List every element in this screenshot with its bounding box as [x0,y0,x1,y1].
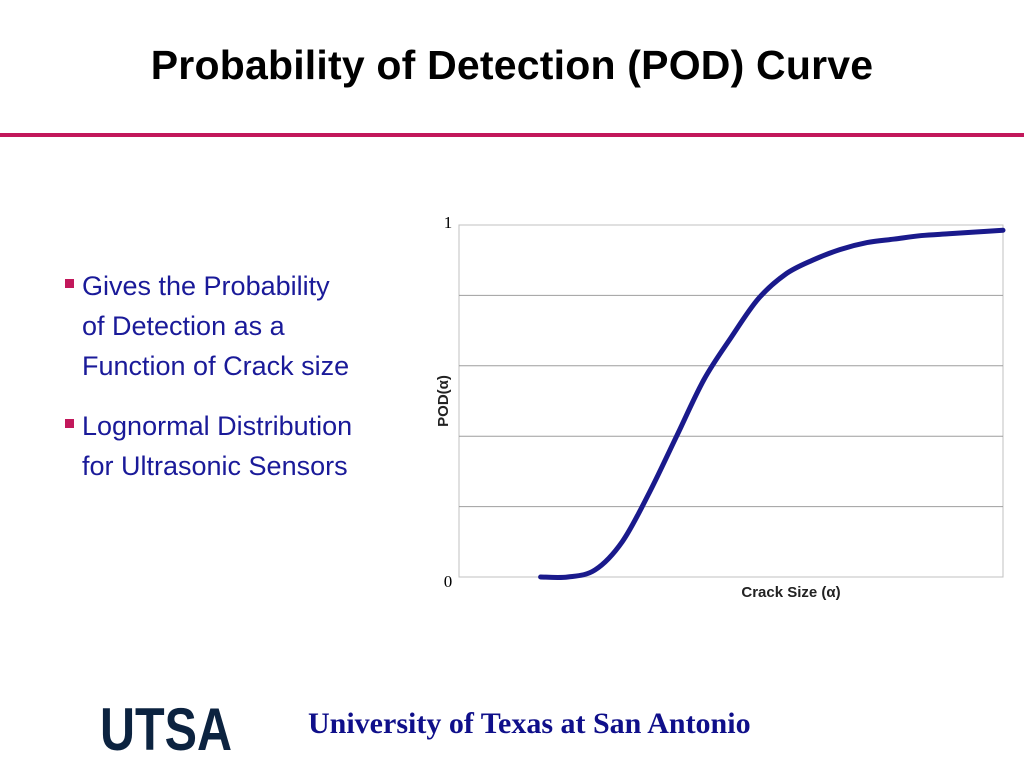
plot-area [458,224,1004,578]
bullet-line: Function of Crack size [82,351,350,381]
utsa-logo-text: UTSA [100,698,232,756]
bullet-line: of Detection as a [82,311,285,341]
utsa-logo: UTSA [100,698,232,756]
bullet-line: Lognormal Distribution [82,411,353,441]
slide-title: Probability of Detection (POD) Curve [150,42,874,88]
square-bullet-icon [65,279,74,288]
institution-name: University of Texas at San Antonio [308,707,751,740]
series-line-pod [538,227,1006,581]
y-tick-label: 0 [444,572,453,591]
title-divider [0,133,1024,137]
bullet-item: Lognormal Distribution for Ultrasonic Se… [62,406,432,486]
bullet-list: Gives the Probability of Detection as a … [62,266,432,506]
pod-chart: 0 1 Crack Size (α) POD(α) [435,213,1006,601]
x-axis-label: Crack Size (α) [741,584,840,601]
square-bullet-icon [65,419,74,428]
y-axis-label: POD(α) [435,375,452,427]
y-tick-label: 1 [444,213,453,232]
bullet-line: for Ultrasonic Sensors [82,451,348,481]
bullet-line: Gives the Probability [82,271,330,301]
bullet-item: Gives the Probability of Detection as a … [62,266,432,386]
